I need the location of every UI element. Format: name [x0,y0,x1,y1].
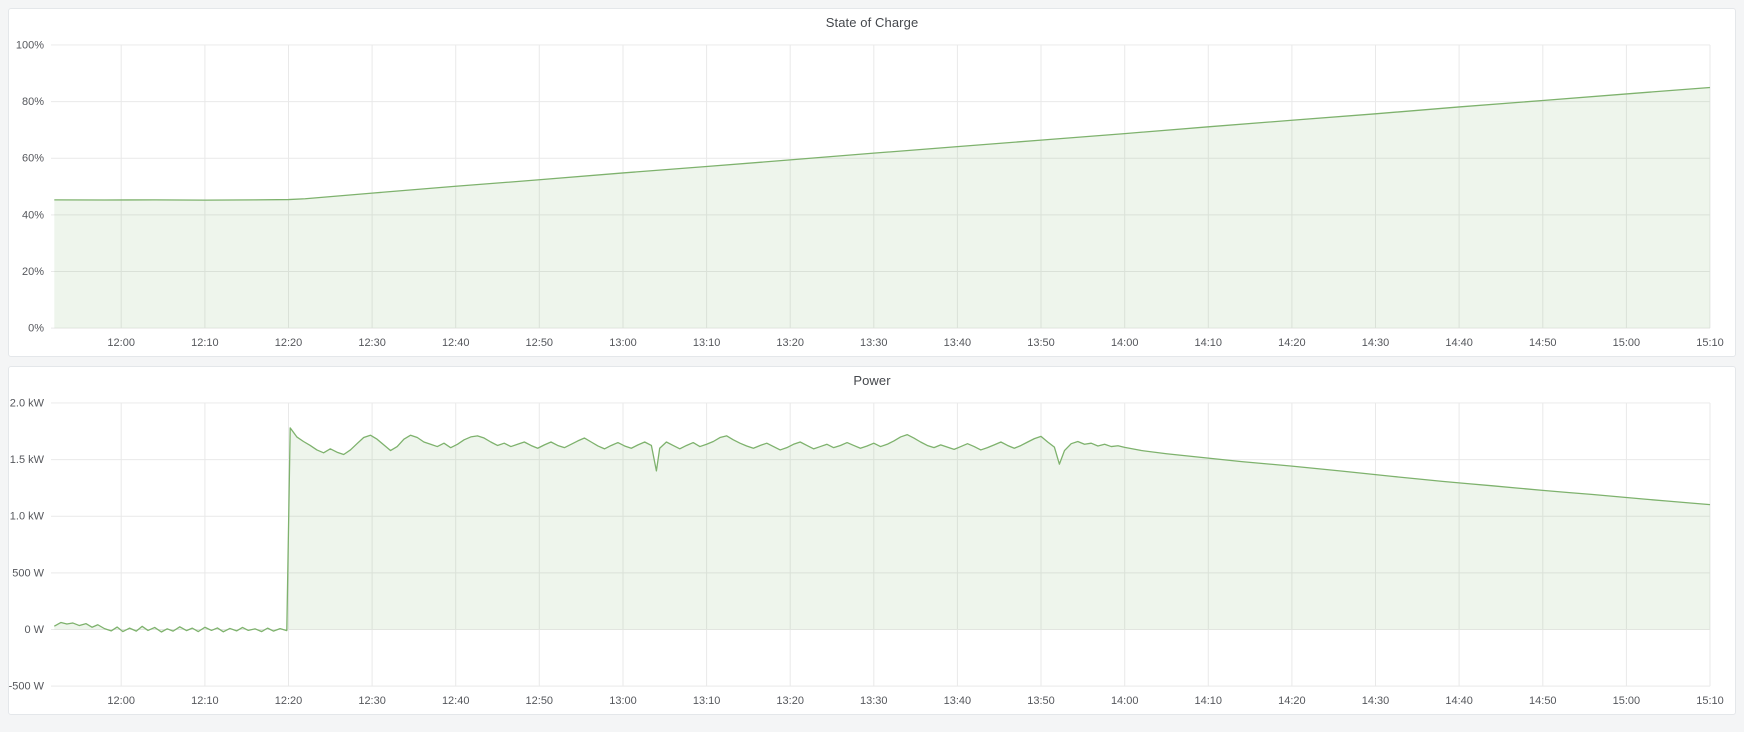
panel-header: State of Charge [9,9,1735,35]
x-tick-label: 12:50 [526,337,554,349]
y-tick-label: 100% [16,39,44,51]
x-tick-label: 13:50 [1027,695,1055,707]
time-series-chart[interactable]: 0% 20% 40% 60% 80% 100% 12:00 12:10 12:20 12:30 12… [9,35,1735,354]
x-tick-label: 12:40 [442,695,470,707]
y-tick-label: 500 W [12,567,44,579]
x-tick-label: 14:00 [1111,695,1139,707]
x-tick-label: 14:50 [1529,695,1557,707]
y-tick-label: 60% [22,153,44,165]
power-chart[interactable]: -500 W 0 W 500 W 1.0 kW 1.5 kW 2.0 kW 12:00 12:… [9,393,1735,712]
x-tick-label: 12:30 [358,337,386,349]
x-tick-label: 12:40 [442,337,470,349]
y-tick-label: 80% [22,96,44,108]
x-tick-label: 14:10 [1195,337,1223,349]
x-tick-label: 12:10 [191,695,219,707]
x-tick-label: 14:40 [1445,695,1473,707]
y-tick-label: 40% [22,209,44,221]
grid [51,402,1711,687]
time-series-chart[interactable]: -500 W 0 W 500 W 1.0 kW 1.5 kW 2.0 kW 12:00 12:… [9,393,1735,712]
x-tick-label: 13:40 [944,337,972,349]
panel-state-of-charge: State of Charge 0% 20% 40% 60% 80% 100% 12:00 1… [8,8,1736,357]
panel-title[interactable]: Power [853,372,891,388]
x-tick-label: 13:40 [944,695,972,707]
x-tick-label: 13:00 [609,695,637,707]
state-of-charge-chart[interactable]: 0% 20% 40% 60% 80% 100% 12:00 12:10 12:20 12:30 12… [9,35,1735,354]
x-tick-label: 12:50 [526,695,554,707]
x-tick-label: 13:20 [776,695,804,707]
x-tick-label: 13:20 [776,337,804,349]
x-tick-label: 12:20 [275,695,303,707]
axis-labels: 0% 20% 40% 60% 80% 100% 12:00 12:10 12:20 12:30 12… [16,39,1724,349]
x-tick-label: 12:20 [275,337,303,349]
x-tick-label: 13:50 [1027,337,1055,349]
x-tick-label: 12:00 [107,337,135,349]
panel-power: Power -500 W 0 W 500 W 1.0 kW 1.5 kW 2.0 kW 12… [8,366,1736,715]
series-line [53,427,1711,633]
x-tick-label: 15:00 [1613,695,1641,707]
y-tick-label: 1.0 kW [10,511,45,523]
x-tick-label: 13:30 [860,337,888,349]
x-tick-label: 15:10 [1696,695,1724,707]
x-tick-label: 13:00 [609,337,637,349]
y-tick-label: 20% [22,266,44,278]
x-tick-label: 12:30 [358,695,386,707]
x-tick-label: 14:30 [1362,695,1390,707]
series-line [54,86,1711,201]
axis-labels: -500 W 0 W 500 W 1.0 kW 1.5 kW 2.0 kW 12:00 12:… [9,397,1724,707]
x-tick-label: 14:20 [1278,337,1306,349]
x-tick-label: 14:00 [1111,337,1139,349]
x-tick-label: 13:10 [693,337,721,349]
y-tick-label: -500 W [9,681,45,693]
y-tick-label: 0 W [24,624,44,636]
y-tick-label: 1.5 kW [10,454,45,466]
series-fill [54,87,1710,329]
x-tick-label: 13:30 [860,695,888,707]
panel-header: Power [9,367,1735,393]
x-tick-label: 14:10 [1195,695,1223,707]
x-tick-label: 12:00 [107,695,135,707]
x-tick-label: 14:30 [1362,337,1390,349]
grid [51,44,1711,329]
y-tick-label: 2.0 kW [10,397,45,409]
x-tick-label: 14:20 [1278,695,1306,707]
x-tick-label: 14:40 [1445,337,1473,349]
x-tick-label: 12:10 [191,337,219,349]
x-tick-label: 15:00 [1613,337,1641,349]
y-tick-label: 0% [28,323,44,335]
panel-title[interactable]: State of Charge [825,14,919,30]
x-tick-label: 14:50 [1529,337,1557,349]
x-tick-label: 13:10 [693,695,721,707]
x-tick-label: 15:10 [1696,337,1724,349]
series-fill [54,427,1710,633]
